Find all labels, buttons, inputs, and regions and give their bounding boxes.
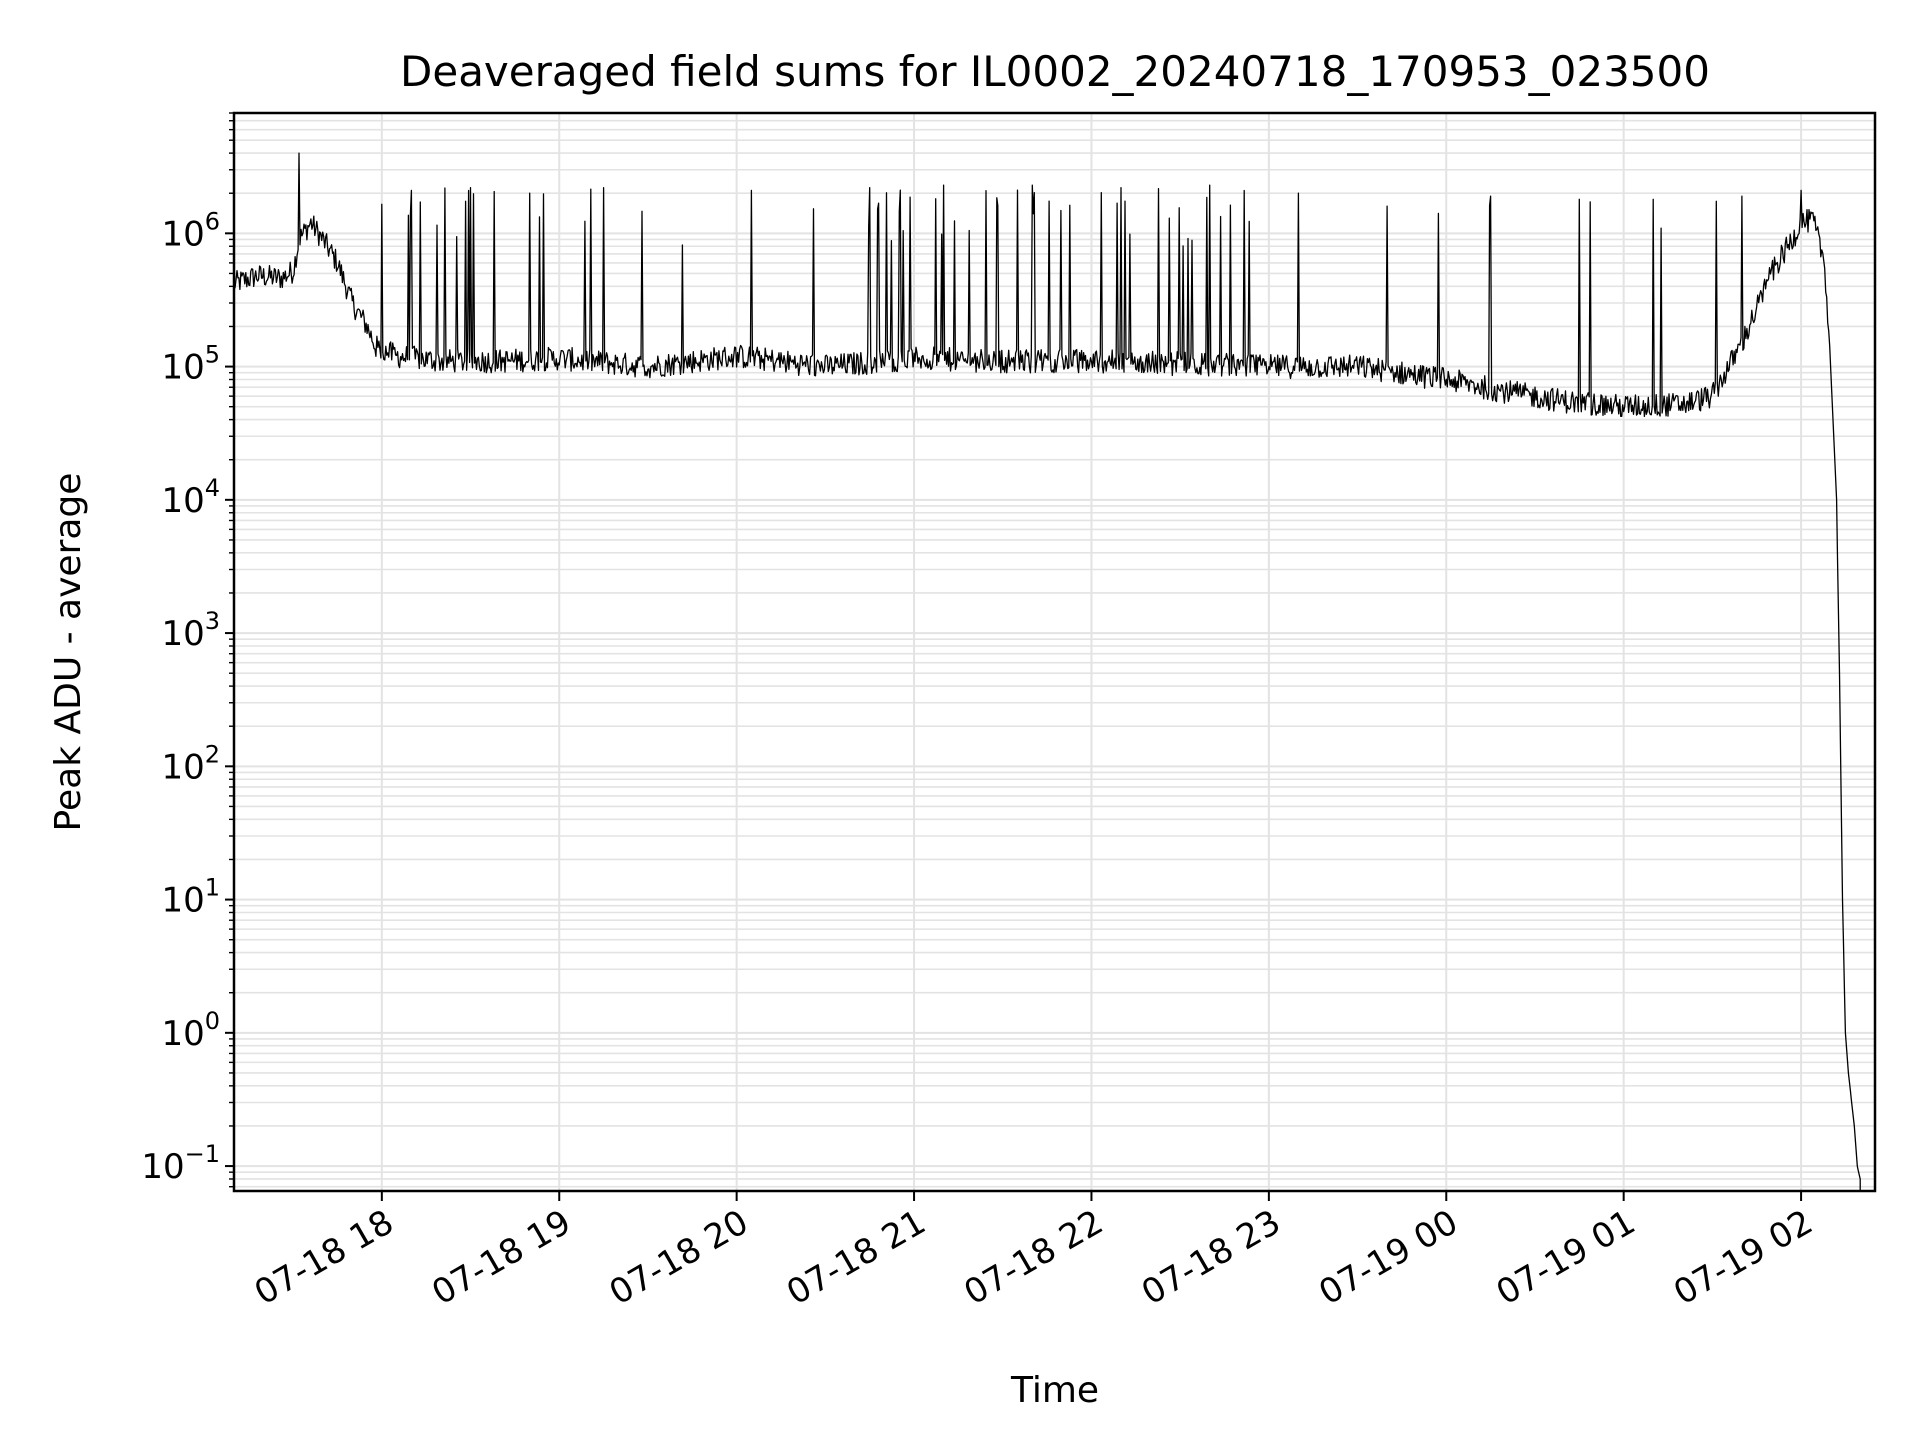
plot-area [233,152,1861,1191]
y-axis-label: Peak ADU - average [48,473,89,832]
x-axis-label: Time [1010,1370,1099,1411]
grid [234,112,1875,1191]
y-tick-label: 100 [161,1007,220,1054]
series-line [233,152,1861,1191]
y-tick-label: 103 [161,607,220,654]
y-tick-label: 106 [161,207,220,254]
y-tick-label: 105 [161,341,220,388]
chart-title: Deaveraged field sums for IL0002_2024071… [400,47,1710,96]
plot-frame [232,111,1877,1193]
y-tick-label: 10−1 [141,1140,220,1187]
y-tick-label: 101 [161,874,220,921]
y-tick-label: 104 [161,474,220,521]
y-tick-label: 102 [161,740,220,787]
